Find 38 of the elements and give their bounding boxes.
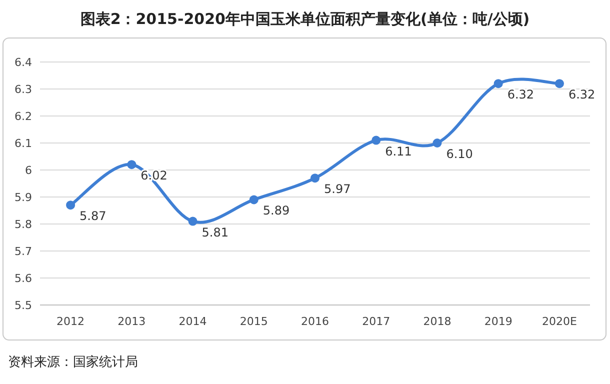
data-label: 6.10 (446, 147, 473, 161)
data-label: 6.11 (385, 144, 412, 158)
x-tick-label: 2017 (362, 315, 390, 328)
data-label: 6.32 (568, 88, 596, 102)
point (249, 195, 258, 204)
y-tick-label: 5.6 (14, 272, 32, 285)
x-tick-label: 2012 (56, 315, 85, 328)
point (432, 138, 442, 148)
y-tick-label: 6.1 (14, 137, 32, 150)
point (127, 160, 136, 170)
y-tick-label: 5.8 (14, 218, 32, 231)
x-tick-label: 2016 (301, 315, 329, 328)
data-label: 5.81 (202, 225, 228, 240)
x-tick-label: 2013 (118, 315, 146, 328)
text: 资料来源：国家统计局 (8, 354, 138, 370)
x-tick-label: 2020E (542, 315, 577, 328)
point (310, 174, 320, 183)
y-tick-label: 5.5 (14, 299, 32, 312)
x-tick-label: 2018 (423, 315, 452, 328)
y-tick-label: 6.4 (14, 56, 32, 69)
y-tick-label: 5.9 (14, 191, 32, 204)
data-label: 6.32 (507, 88, 534, 102)
x-tick-label: 2019 (484, 315, 512, 328)
data-label: 5.97 (324, 182, 351, 196)
data-label: 5.87 (80, 209, 106, 224)
point (372, 136, 381, 145)
x-tick-label: 2015 (240, 315, 268, 328)
data-label: 5.89 (262, 204, 290, 218)
y-tick-label: 5.7 (14, 245, 32, 258)
y-tick-label: 6 (25, 164, 32, 177)
y-tick-label: 6.3 (14, 83, 32, 96)
y-tick-label: 6.2 (14, 110, 32, 123)
point (494, 79, 503, 88)
x-tick-label: 2014 (178, 315, 207, 328)
point (188, 216, 198, 226)
chart-title: 图表2：2015-2020年中国玉米单位面积产量变化(单位：吨/公顷) (80, 10, 530, 28)
point (554, 79, 564, 88)
point (66, 200, 76, 210)
